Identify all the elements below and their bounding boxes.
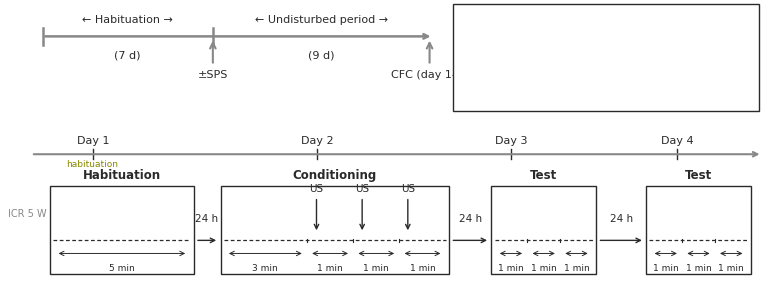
Text: ICR 5 W: ICR 5 W	[8, 209, 46, 219]
Text: 1 min: 1 min	[409, 264, 435, 273]
Text: US: US	[310, 184, 324, 194]
Text: 1 min: 1 min	[653, 264, 679, 273]
Text: IMO stress (2 h) →: IMO stress (2 h) →	[464, 32, 565, 42]
Text: Day 1: Day 1	[77, 136, 109, 146]
Text: SPS (PTSD modeling): SPS (PTSD modeling)	[461, 12, 601, 25]
Text: (7 d): (7 d)	[115, 51, 141, 61]
Text: 1 min: 1 min	[563, 264, 589, 273]
Text: CFC (day 1-4): CFC (day 1-4)	[392, 70, 467, 80]
Text: ← Undisturbed period →: ← Undisturbed period →	[255, 15, 388, 25]
Text: Habituation: Habituation	[83, 169, 161, 182]
Text: Ether vapor (Untill loss of consciousness): Ether vapor (Untill loss of consciousnes…	[464, 80, 694, 90]
Text: 1 min: 1 min	[718, 264, 744, 273]
Bar	[491, 186, 596, 274]
Bar	[453, 4, 759, 111]
Text: Conditioning: Conditioning	[293, 169, 377, 182]
Text: 1 min: 1 min	[364, 264, 389, 273]
Text: 24 h: 24 h	[610, 214, 632, 224]
Text: 1 min: 1 min	[686, 264, 711, 273]
Text: ±SPS: ±SPS	[197, 70, 228, 80]
Bar	[646, 186, 751, 274]
Text: (9 d): (9 d)	[308, 51, 334, 61]
Text: Forced swim stress (20 min) →: Forced swim stress (20 min) →	[464, 56, 634, 66]
Bar	[221, 186, 449, 274]
Text: 1 min: 1 min	[317, 264, 343, 273]
Text: 1 min: 1 min	[531, 264, 557, 273]
Text: 1 min: 1 min	[498, 264, 524, 273]
Text: Day 3: Day 3	[495, 136, 527, 146]
Text: Day 4: Day 4	[661, 136, 694, 146]
Text: 5 min: 5 min	[109, 264, 135, 273]
Text: Test: Test	[685, 169, 712, 182]
Text: 3 min: 3 min	[252, 264, 278, 273]
Text: Test: Test	[530, 169, 557, 182]
Text: US: US	[401, 184, 415, 194]
Text: ← Habituation →: ← Habituation →	[82, 15, 173, 25]
Text: US: US	[355, 184, 369, 194]
Text: habituation: habituation	[66, 160, 118, 169]
Bar	[50, 186, 194, 274]
Text: Day 2: Day 2	[301, 136, 334, 146]
Text: 24 h: 24 h	[459, 214, 481, 224]
Text: 24 h: 24 h	[196, 214, 218, 224]
